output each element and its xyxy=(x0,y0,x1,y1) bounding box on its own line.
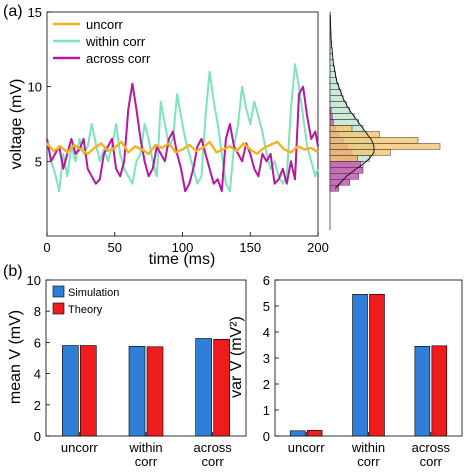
y-axis-label: mean V (mV) xyxy=(7,310,24,404)
histogram-bar xyxy=(329,89,342,96)
y-tick-label: 4 xyxy=(263,325,270,340)
legend: uncorr within corr across corr xyxy=(53,17,151,66)
bar-simulation xyxy=(289,430,306,437)
series-line-within-corr xyxy=(46,63,319,193)
bar-theory xyxy=(431,345,448,437)
bar-theory xyxy=(369,293,385,437)
y-tick-label: 5 xyxy=(35,154,42,169)
y-tick-label: 4 xyxy=(34,367,41,382)
histogram-bar xyxy=(329,107,351,114)
histogram-bar xyxy=(329,77,337,84)
histogram-bar xyxy=(329,167,364,174)
category-label: within xyxy=(128,440,162,455)
series-line-uncorr xyxy=(46,140,319,156)
bar-simulation xyxy=(195,338,212,437)
bar-simulation xyxy=(128,345,146,437)
y-tick-label: 15 xyxy=(28,5,42,20)
series-line-across-corr xyxy=(46,82,319,193)
category-label: across xyxy=(412,440,451,455)
bar-simulation xyxy=(414,345,431,437)
panel-label-a: (a) xyxy=(3,3,23,20)
y-tick-label: 0 xyxy=(34,429,41,444)
x-tick-label: 200 xyxy=(307,240,329,255)
histogram-bar xyxy=(329,137,419,144)
bar-simulation xyxy=(352,293,368,437)
histogram xyxy=(329,11,441,231)
bar-simulation xyxy=(62,345,79,437)
histogram-bar xyxy=(329,119,359,126)
histogram-bar xyxy=(329,179,351,186)
histogram-bar xyxy=(329,119,334,126)
histogram-bar xyxy=(329,71,336,78)
y-tick-label: 10 xyxy=(28,80,42,95)
bar-theory xyxy=(80,345,97,437)
histogram-bar xyxy=(329,131,380,138)
legend-label: uncorr xyxy=(86,17,124,32)
y-tick-label: 5 xyxy=(263,299,270,314)
category-label: corr xyxy=(420,454,443,469)
y-tick-label: 2 xyxy=(263,377,270,392)
legend-swatch xyxy=(52,302,65,315)
x-tick-label: 50 xyxy=(108,240,122,255)
bar-theory xyxy=(213,338,230,437)
legend-label: Theory xyxy=(68,304,103,316)
legend-swatch xyxy=(52,285,65,298)
y-tick-label: 0 xyxy=(263,429,270,444)
histogram-bar xyxy=(329,101,347,108)
legend-label: Simulation xyxy=(68,287,119,299)
bar-theory xyxy=(146,346,164,437)
bar-theory xyxy=(306,429,323,437)
x-axis-label: time (ms) xyxy=(149,251,216,268)
y-tick-label: 6 xyxy=(34,335,41,350)
legend-label: within corr xyxy=(85,34,146,49)
y-tick-label: 2 xyxy=(34,398,41,413)
density-curve xyxy=(329,14,375,189)
y-tick-label: 10 xyxy=(27,273,41,288)
histogram-bar xyxy=(329,113,333,120)
category-label: corr xyxy=(357,454,380,469)
category-label: corr xyxy=(135,454,158,469)
histogram-bar xyxy=(329,161,362,168)
legend-label: across corr xyxy=(86,51,151,66)
panel-label-b: (b) xyxy=(3,263,23,280)
x-tick-label: 0 xyxy=(43,240,50,255)
time-series-panel: 0 50 100 150 200 5 10 15 uncorr within corr acros… xyxy=(8,5,441,268)
histogram-bar xyxy=(329,155,358,162)
histogram-bar xyxy=(329,113,355,120)
histogram-bar xyxy=(329,149,391,156)
histogram-bar xyxy=(329,83,340,90)
y-axis-label: var V (mV²) xyxy=(228,316,245,398)
category-label: uncorr xyxy=(288,440,326,455)
histogram-bar xyxy=(329,107,332,114)
y-tick-label: 8 xyxy=(34,304,41,319)
category-label: corr xyxy=(201,454,224,469)
histogram-bar xyxy=(329,125,353,132)
y-tick-label: 6 xyxy=(263,273,270,288)
x-tick-label: 100 xyxy=(172,240,194,255)
y-tick-label: 1 xyxy=(263,403,270,418)
category-label: across xyxy=(194,440,233,455)
category-label: uncorr xyxy=(61,440,99,455)
x-tick-label: 150 xyxy=(239,240,261,255)
y-axis-label: voltage (mV) xyxy=(8,79,25,170)
histogram-bar xyxy=(329,95,344,102)
category-label: within xyxy=(351,440,385,455)
histogram-bar xyxy=(329,143,441,150)
y-tick-label: 3 xyxy=(263,351,270,366)
